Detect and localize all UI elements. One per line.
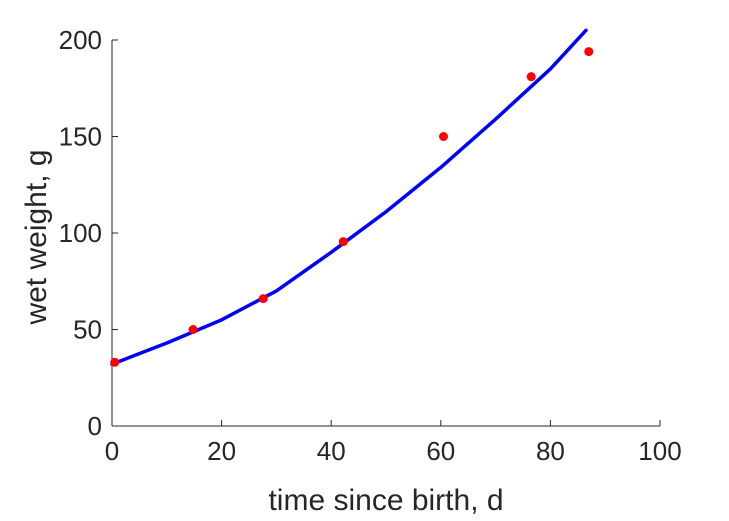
data-point	[110, 357, 120, 367]
x-tick-label: 0	[105, 436, 119, 466]
x-tick-label: 80	[536, 436, 565, 466]
data-point	[258, 294, 268, 304]
x-axis-label: time since birth, d	[268, 484, 503, 517]
series-layer	[110, 28, 594, 367]
fit-line	[110, 28, 588, 366]
data-point	[439, 132, 449, 141]
y-tick-label: 0	[88, 411, 102, 441]
y-ticks: 0 50 100 150 200	[59, 25, 118, 441]
axes	[111, 40, 660, 427]
y-tick-label: 200	[59, 25, 102, 55]
y-tick-label: 100	[59, 218, 102, 248]
data-point	[188, 325, 198, 334]
y-tick-label: 150	[59, 122, 102, 152]
data-point	[526, 72, 536, 82]
x-tick-label: 100	[638, 436, 681, 466]
y-axis-label: wet weight, g	[20, 149, 53, 325]
x-ticks: 0 20 40 60 80 100	[105, 420, 682, 466]
data-point	[584, 47, 594, 57]
data-point	[338, 237, 348, 247]
x-tick-label: 40	[317, 436, 346, 466]
x-tick-label: 20	[207, 436, 236, 466]
x-tick-label: 60	[426, 436, 455, 466]
y-tick-label: 50	[73, 315, 102, 345]
